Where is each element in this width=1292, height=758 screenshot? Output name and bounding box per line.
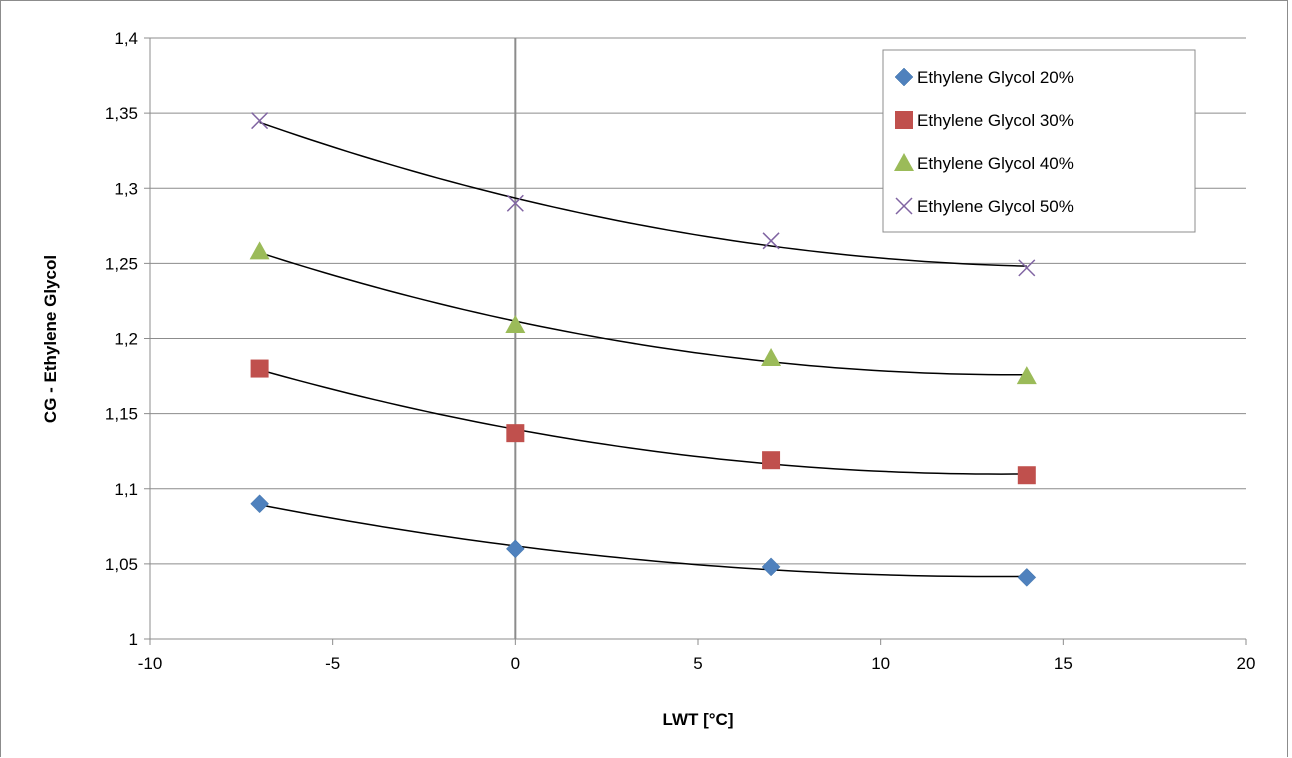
- y-tick-label: 1,15: [105, 405, 138, 424]
- legend-label-3: Ethylene Glycol 40%: [917, 154, 1074, 173]
- point-series-3: [249, 241, 270, 260]
- marker-layer: [249, 112, 1037, 587]
- point-series-2: [506, 424, 525, 443]
- trendline-series-1: [259, 504, 1027, 578]
- y-tick-label: 1,1: [114, 480, 138, 499]
- x-tick-label: 10: [871, 654, 890, 673]
- y-tick-label: 1: [129, 630, 138, 649]
- x-tick-label: -5: [325, 654, 340, 673]
- point-series-1: [1017, 568, 1037, 587]
- tick-label-layer: 1 1,05 1,1 1,15 1,2 1,25 1,3 1,35 1,4 -10 -5 0 5 10 15…: [105, 29, 1256, 673]
- x-axis-title: LWT [°C]: [663, 710, 734, 729]
- point-series-1: [250, 494, 269, 514]
- legend-label-4: Ethylene Glycol 50%: [917, 197, 1074, 216]
- marker-stroke: [506, 194, 524, 212]
- point-series-3: [761, 348, 782, 367]
- legend-marker-4: [895, 197, 913, 215]
- legend-marker-2: [895, 111, 913, 129]
- legend-label-1: Ethylene Glycol 20%: [917, 68, 1074, 87]
- trendline-series-2: [259, 369, 1027, 475]
- y-tick-label: 1,35: [105, 104, 138, 123]
- point-series-3: [1016, 366, 1037, 385]
- legend-marker-3: [894, 153, 914, 171]
- y-axis-title: CG - Ethylene Glycol: [41, 255, 60, 423]
- point-series-1: [505, 539, 525, 559]
- marker-stroke: [1018, 259, 1036, 277]
- marker-stroke: [895, 197, 913, 215]
- point-series-4: [506, 194, 524, 212]
- x-tick-label: -10: [138, 654, 163, 673]
- y-tick-label: 1,4: [114, 29, 138, 48]
- y-tick-label: 1,3: [114, 179, 138, 198]
- x-tick-label: 5: [693, 654, 702, 673]
- x-tick-label: 20: [1237, 654, 1256, 673]
- axes-layer: [144, 37, 1247, 645]
- y-tick-label: 1,25: [105, 254, 138, 273]
- marker-stroke: [251, 112, 269, 130]
- point-series-4: [762, 232, 780, 250]
- legend-label-2: Ethylene Glycol 30%: [917, 111, 1074, 130]
- trendline-series-3: [259, 251, 1027, 376]
- grid-layer: [150, 37, 1246, 565]
- trendline-layer: [259, 121, 1027, 578]
- point-series-1: [761, 557, 781, 577]
- x-tick-label: 0: [511, 654, 520, 673]
- legend-marker-1: [894, 67, 914, 87]
- point-series-4: [1018, 259, 1036, 277]
- legend-box: [882, 49, 1196, 233]
- point-series-4: [251, 112, 269, 130]
- y-tick-label: 1,05: [105, 555, 138, 574]
- point-series-2: [1017, 466, 1036, 485]
- point-series-3: [505, 314, 526, 333]
- y-tick-label: 1,2: [114, 330, 138, 349]
- marker-stroke: [762, 232, 780, 250]
- legend: Ethylene Glycol 20% Ethylene Glycol 30% Et…: [882, 49, 1196, 233]
- point-series-2: [762, 451, 781, 470]
- point-series-2: [250, 359, 269, 378]
- trendline-series-4: [259, 121, 1027, 267]
- x-tick-label: 15: [1054, 654, 1073, 673]
